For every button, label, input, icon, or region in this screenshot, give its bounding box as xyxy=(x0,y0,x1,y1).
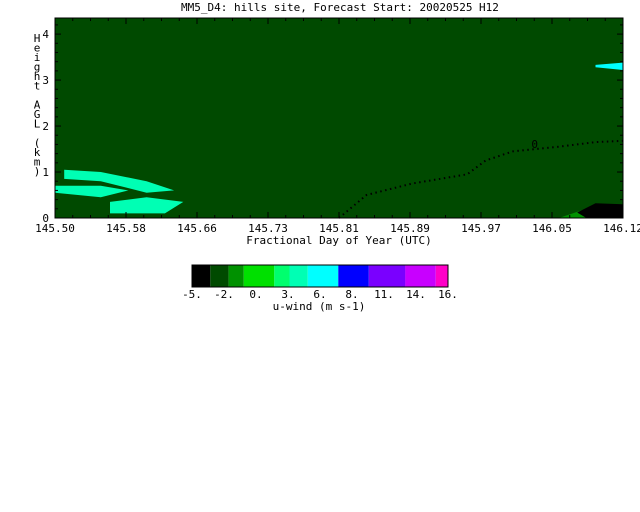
colorbar-tick-label: 11. xyxy=(374,288,394,301)
x-tick-label: 146.12 xyxy=(603,222,640,235)
x-tick-label: 145.66 xyxy=(177,222,217,235)
y-tick-label: 4 xyxy=(42,28,49,41)
x-tick-label: 145.89 xyxy=(390,222,430,235)
colorbar-swatch xyxy=(368,265,406,287)
colorbar-swatch xyxy=(210,265,229,287)
colorbar-swatch xyxy=(405,265,436,287)
colorbar-swatch xyxy=(243,265,275,287)
y-tick-label: 3 xyxy=(42,74,49,87)
colorbar-tick-label: -5. xyxy=(182,288,202,301)
colorbar-tick-label: 3. xyxy=(281,288,294,301)
colorbar-tick-label: 6. xyxy=(313,288,326,301)
contour-patch xyxy=(595,62,623,70)
colorbar-tick-label: 0. xyxy=(249,288,262,301)
x-axis-label: Fractional Day of Year (UTC) xyxy=(246,234,431,247)
contour-patch xyxy=(577,203,623,218)
contour-patch xyxy=(110,197,184,214)
x-tick-label: 145.50 xyxy=(35,222,75,235)
y-tick-label: 2 xyxy=(42,120,49,133)
colorbar-swatch xyxy=(289,265,308,287)
contour-patch xyxy=(55,185,129,198)
y-tick-label: 0 xyxy=(42,212,49,225)
x-tick-label: 145.81 xyxy=(319,222,359,235)
colorbar-swatch xyxy=(435,265,448,287)
y-axis: 0 1 2 3 4 xyxy=(42,24,623,225)
colorbar-tick-label: 14. xyxy=(406,288,426,301)
plot-area: 0 xyxy=(54,17,624,219)
contour-band xyxy=(55,18,623,218)
x-tick-label: 146.05 xyxy=(532,222,572,235)
colorbar-swatch xyxy=(307,265,339,287)
colorbar-swatch xyxy=(274,265,290,287)
x-tick-label: 145.58 xyxy=(106,222,146,235)
chart-title: MM5_D4: hills site, Forecast Start: 2002… xyxy=(181,1,499,14)
colorbar-swatch xyxy=(338,265,369,287)
colorbar-tick-label: 8. xyxy=(345,288,358,301)
contour-label: 0 xyxy=(531,138,538,151)
colorbar: -5. -2. 0. 3. 6. 8. 11. 14. 16. xyxy=(182,264,458,301)
colorbar-swatch xyxy=(228,265,244,287)
x-axis: 145.50 145.58 145.66 145.73 145.81 145.89 145.… xyxy=(35,18,640,235)
contour-patch xyxy=(64,169,175,193)
colorbar-tick-label: -2. xyxy=(214,288,234,301)
contour-bands xyxy=(55,18,623,218)
x-tick-label: 145.97 xyxy=(461,222,501,235)
colorbar-tick-label: 16. xyxy=(438,288,458,301)
x-tick-label: 145.73 xyxy=(248,222,288,235)
contour-patches xyxy=(55,62,623,218)
zero-contour-line xyxy=(338,139,624,219)
y-tick-label: 1 xyxy=(42,166,49,179)
colorbar-frame xyxy=(191,264,449,288)
colorbar-label: u-wind (m s-1) xyxy=(273,300,366,313)
colorbar-swatch xyxy=(192,265,211,287)
